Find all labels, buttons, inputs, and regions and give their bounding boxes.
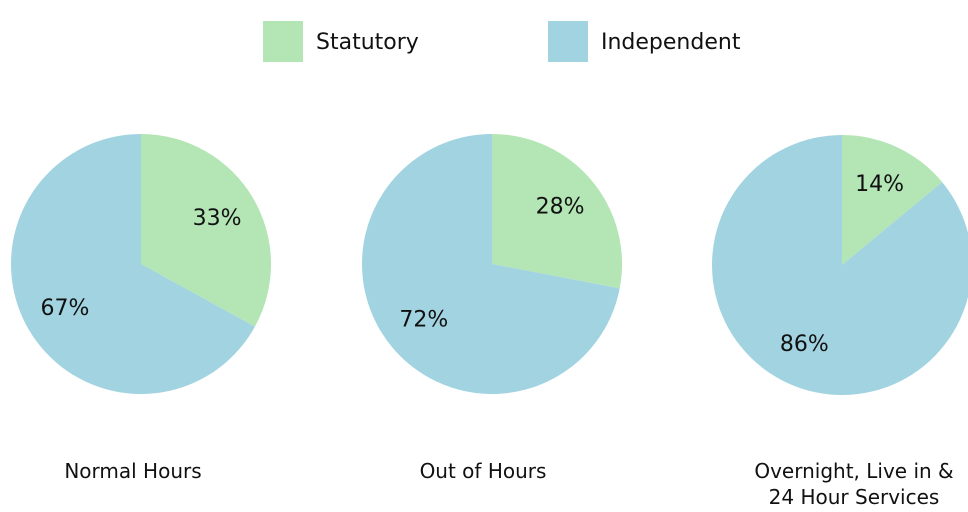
slice-label: 86% [780,332,829,357]
pie-title: Overnight, Live in & 24 Hour Services [754,459,954,509]
legend-swatch [263,21,303,62]
pie-slice [712,135,968,395]
slice-label: 28% [536,195,585,220]
slice-label: 67% [40,296,89,321]
pie-slice [11,134,255,394]
slice-label: 72% [399,307,448,332]
legend-swatch [548,21,588,62]
pie-slice [141,134,272,327]
pie-title: Out of Hours [419,459,547,483]
slice-label: 14% [855,172,904,197]
legend-label: Statutory [316,30,419,55]
legend-label: Independent [601,30,741,55]
slice-label: 33% [193,206,242,231]
pie-slice [361,134,620,394]
pie-slice [842,135,943,265]
pie-title: Normal Hours [64,459,202,483]
pie-slice [492,134,622,289]
